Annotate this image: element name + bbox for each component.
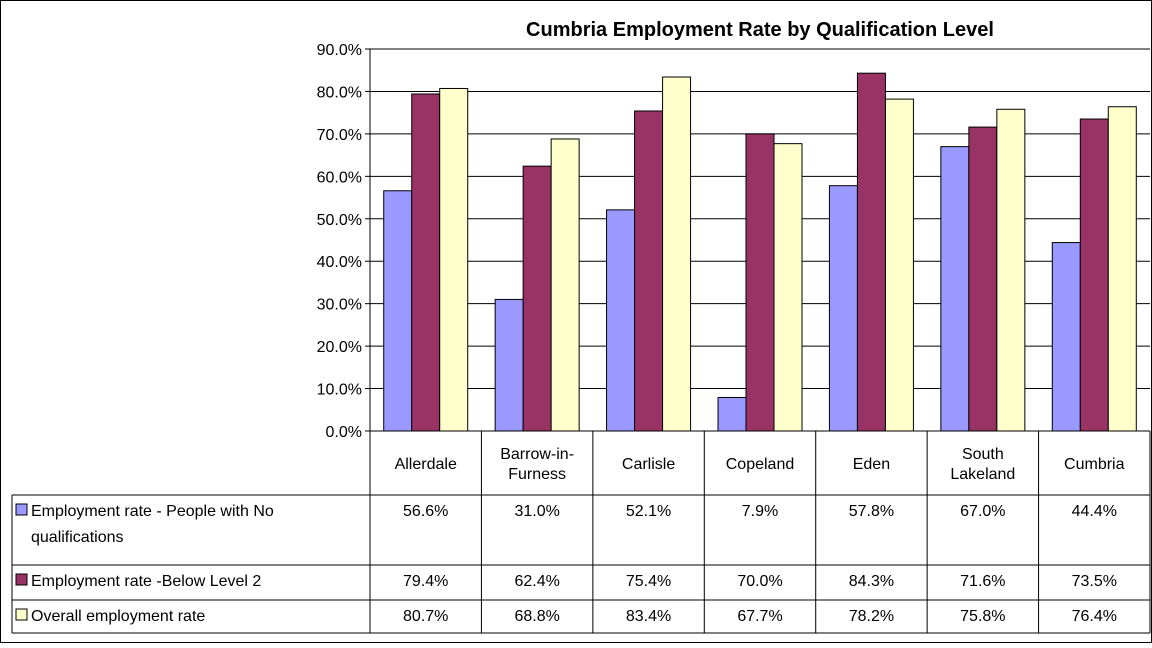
y-tick-label: 40.0% [317, 254, 362, 271]
legend-key [15, 573, 28, 586]
data-label: 83.4% [626, 608, 671, 625]
y-tick-label: 10.0% [317, 382, 362, 399]
data-label: 67.0% [960, 503, 1005, 520]
bar [383, 190, 413, 432]
bar [773, 143, 803, 432]
y-tick-label: 70.0% [317, 127, 362, 144]
bar [522, 165, 552, 432]
y-tick-label: 60.0% [317, 169, 362, 186]
data-label: 79.4% [403, 573, 448, 590]
y-tick-label: 30.0% [317, 297, 362, 314]
bar [494, 298, 524, 432]
data-label: 71.6% [960, 573, 1005, 590]
data-label: 75.8% [960, 608, 1005, 625]
bar [940, 146, 970, 432]
legend-label: Employment rate -Below Level 2 [31, 573, 261, 590]
bar [411, 93, 441, 432]
legend-label: Overall employment rate [31, 608, 205, 625]
bar [856, 72, 886, 432]
legend-key [15, 503, 28, 516]
data-label: 73.5% [1072, 573, 1117, 590]
data-label: 70.0% [737, 573, 782, 590]
bar [745, 133, 775, 432]
data-label: 44.4% [1072, 503, 1117, 520]
y-tick-label: 0.0% [326, 424, 362, 441]
category-label: Eden [853, 456, 890, 473]
y-tick-label: 50.0% [317, 212, 362, 229]
data-label: 67.7% [737, 608, 782, 625]
chart-title: Cumbria Employment Rate by Qualification… [526, 19, 994, 41]
legend-label: qualifications [31, 529, 124, 546]
data-label: 84.3% [849, 573, 894, 590]
category-label: Barrow-in- [500, 446, 574, 463]
category-label: South [962, 446, 1004, 463]
bar [1079, 118, 1109, 432]
data-label: 80.7% [403, 608, 448, 625]
category-label: Copeland [726, 456, 795, 473]
bar [996, 108, 1026, 432]
bar [717, 396, 747, 432]
data-label: 78.2% [849, 608, 894, 625]
category-label: Cumbria [1064, 456, 1125, 473]
bar [828, 185, 858, 432]
y-tick-label: 90.0% [317, 42, 362, 59]
legend-key [15, 608, 28, 621]
bar [968, 126, 998, 432]
y-tick-label: 80.0% [317, 84, 362, 101]
bar [884, 98, 914, 432]
bar [662, 76, 692, 432]
bar [1107, 106, 1137, 432]
bar [1051, 242, 1081, 432]
legend-label: Employment rate - People with No [31, 503, 274, 520]
data-label: 75.4% [626, 573, 671, 590]
data-label: 7.9% [742, 503, 778, 520]
category-label: Furness [508, 466, 566, 483]
bar [634, 110, 664, 432]
category-label: Lakeland [950, 466, 1015, 483]
data-label: 57.8% [849, 503, 894, 520]
data-label: 76.4% [1072, 608, 1117, 625]
data-label: 68.8% [514, 608, 559, 625]
data-label: 62.4% [514, 573, 559, 590]
data-label: 31.0% [514, 503, 559, 520]
bar [439, 87, 469, 432]
category-label: Carlisle [622, 456, 675, 473]
data-label: 56.6% [403, 503, 448, 520]
data-label: 52.1% [626, 503, 671, 520]
category-label: Allerdale [395, 456, 457, 473]
bar [606, 209, 636, 432]
bar [550, 138, 580, 432]
y-tick-label: 20.0% [317, 339, 362, 356]
